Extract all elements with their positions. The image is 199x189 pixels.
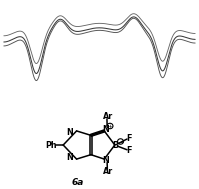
Text: B: B: [112, 140, 118, 149]
Text: N: N: [102, 156, 109, 165]
Text: F: F: [126, 134, 132, 143]
Text: Ar: Ar: [103, 167, 113, 176]
Text: N: N: [102, 125, 109, 134]
Text: N: N: [66, 153, 73, 162]
Text: −: −: [118, 139, 123, 144]
Text: Ph: Ph: [45, 140, 57, 149]
Text: 6a: 6a: [71, 178, 84, 187]
Text: N: N: [66, 128, 73, 137]
Text: F: F: [126, 146, 132, 155]
Text: +: +: [107, 123, 113, 129]
Text: Ar: Ar: [103, 112, 113, 121]
